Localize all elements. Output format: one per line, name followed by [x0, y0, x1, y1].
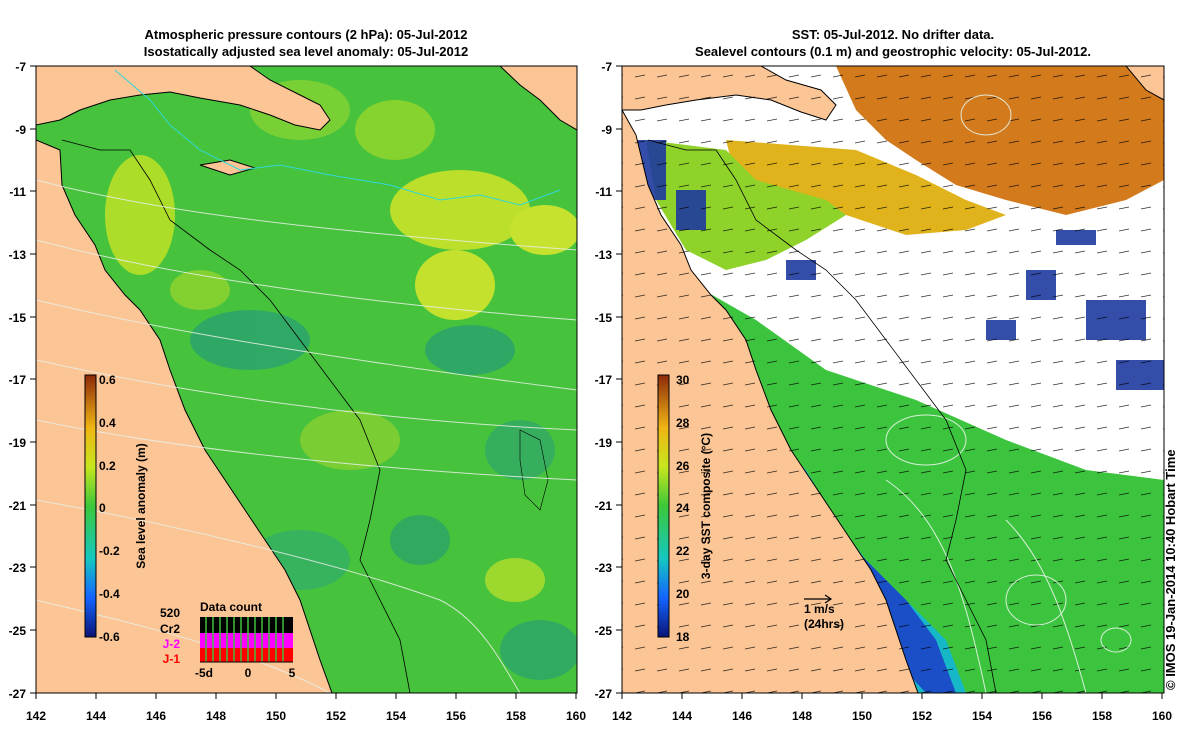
left-y-tick: -11 [9, 185, 26, 199]
left-y-tick: -21 [9, 499, 27, 513]
left-title-line2: Isostatically adjusted sea level anomaly… [143, 44, 469, 59]
sst-colorbar-tick: 26 [676, 459, 690, 473]
right-x-tick: 150 [852, 709, 872, 723]
land-australia [36, 139, 333, 693]
sst-colorbar-tick: 28 [676, 416, 690, 430]
left-y-tick: -17 [9, 373, 27, 387]
right-x-tick: 154 [972, 709, 992, 723]
left-map: 0.6 0.4 0.2 0 -0.2 -0.4 -0.6 Sea level a… [9, 60, 587, 723]
left-x-tick: 152 [326, 709, 346, 723]
sla-colorbar-tick: 0.2 [99, 459, 116, 473]
right-y-tick: -11 [595, 185, 612, 199]
sst-colorbar-tick: 20 [676, 587, 690, 601]
right-title-line2: Sealevel contours (0.1 m) and geostrophi… [695, 44, 1091, 59]
right-x-tick: 156 [1032, 709, 1052, 723]
right-y-tick: -23 [595, 561, 613, 575]
sla-colorbar-tick: 0 [99, 501, 106, 515]
right-y-tick: -17 [595, 373, 613, 387]
data-count-xtick: -5d [195, 666, 213, 680]
left-y-tick: -9 [15, 123, 26, 137]
right-x-tick: 146 [732, 709, 752, 723]
sla-colorbar [84, 374, 97, 638]
left-x-tick: 144 [86, 709, 106, 723]
sla-colorbar-tick: 0.6 [99, 373, 116, 387]
left-y-tick: -23 [9, 561, 27, 575]
sla-colorbar-tick: -0.2 [99, 544, 120, 558]
right-y-tick: -27 [595, 687, 613, 701]
right-title-line1: SST: 05-Jul-2012. No drifter data. [791, 27, 995, 42]
velocity-scale-label: 1 m/s [804, 602, 835, 616]
right-x-tick: 142 [612, 709, 632, 723]
sst-colorbar-tick: 18 [676, 630, 690, 644]
right-x-tick: 148 [792, 709, 812, 723]
mission-j1: J-1 [163, 652, 181, 666]
geostrophic-velocity-arrows [622, 66, 1164, 693]
right-y-tick: -7 [601, 60, 612, 74]
right-map-title: SST: 05-Jul-2012. No drifter data. Seale… [622, 26, 1164, 60]
sst-colorbar [657, 374, 670, 638]
left-x-tick: 148 [206, 709, 226, 723]
left-y-tick: -27 [9, 687, 27, 701]
left-axis-ticks [30, 65, 577, 699]
left-title-line1: Atmospheric pressure contours (2 hPa): 0… [144, 27, 468, 42]
left-y-tick: -13 [9, 248, 27, 262]
left-x-tick: 160 [566, 709, 586, 723]
data-count-histogram [200, 617, 293, 663]
left-x-tick: 150 [266, 709, 286, 723]
right-y-tick: -13 [595, 248, 613, 262]
coastline-cyan [114, 69, 561, 206]
right-y-tick: -21 [595, 499, 613, 513]
sst-colorbar-tick: 24 [676, 501, 690, 515]
sst-colorbar-tick: 30 [676, 373, 690, 387]
sla-colorbar-tick: -0.4 [99, 587, 120, 601]
right-map: 1 m/s (24hrs) 30 28 26 24 22 20 18 3-day… [595, 60, 1173, 723]
imos-credit-text: © IMOS 19-Jan-2014 10:40 Hobart Time [1163, 449, 1178, 690]
data-count-total: 520 [160, 606, 180, 620]
mission-cr2: Cr2 [160, 622, 180, 636]
left-y-tick: -7 [15, 60, 26, 74]
data-count-xtick: 5 [289, 666, 296, 680]
right-x-tick: 152 [912, 709, 932, 723]
left-map-title: Atmospheric pressure contours (2 hPa): 0… [36, 26, 576, 60]
sla-colorbar-tick: 0.4 [99, 416, 116, 430]
sealevel-contours [885, 94, 1132, 693]
sla-colorbar-label: Sea level anomaly (m) [134, 443, 148, 568]
right-y-tick: -19 [595, 436, 613, 450]
bathymetry-contour [519, 429, 549, 511]
right-y-tick: -9 [601, 123, 612, 137]
left-y-tick: -25 [9, 624, 27, 638]
right-x-tick: 144 [672, 709, 692, 723]
sst-colorbar-label: 3-day SST composite (°C) [699, 433, 713, 579]
right-x-tick: 160 [1152, 709, 1172, 723]
velocity-scale-arrow-icon [804, 594, 833, 604]
left-y-tick: -15 [9, 311, 27, 325]
land-new-guinea [36, 66, 331, 131]
right-x-tick: 158 [1092, 709, 1112, 723]
bathymetry-contour [647, 139, 997, 693]
right-y-tick: -25 [595, 624, 613, 638]
right-y-tick: -15 [595, 311, 613, 325]
mission-j2: J-2 [163, 637, 181, 651]
left-x-tick: 158 [506, 709, 526, 723]
sla-anomaly-blobs [105, 80, 577, 680]
left-x-tick: 142 [26, 709, 46, 723]
pressure-contours [36, 179, 577, 693]
left-x-tick: 156 [446, 709, 466, 723]
sla-colorbar-tick: -0.6 [99, 630, 120, 644]
left-y-tick: -19 [9, 436, 27, 450]
land-solomon-islands [499, 66, 577, 131]
bathymetry-contour [61, 139, 411, 693]
left-x-tick: 146 [146, 709, 166, 723]
sst-colorbar-tick: 22 [676, 544, 690, 558]
velocity-scale-sublabel: (24hrs) [804, 617, 844, 631]
data-count-title: Data count [200, 600, 262, 614]
right-axis-ticks [616, 65, 1163, 699]
data-count-xtick: 0 [245, 666, 252, 680]
left-x-tick: 154 [386, 709, 406, 723]
